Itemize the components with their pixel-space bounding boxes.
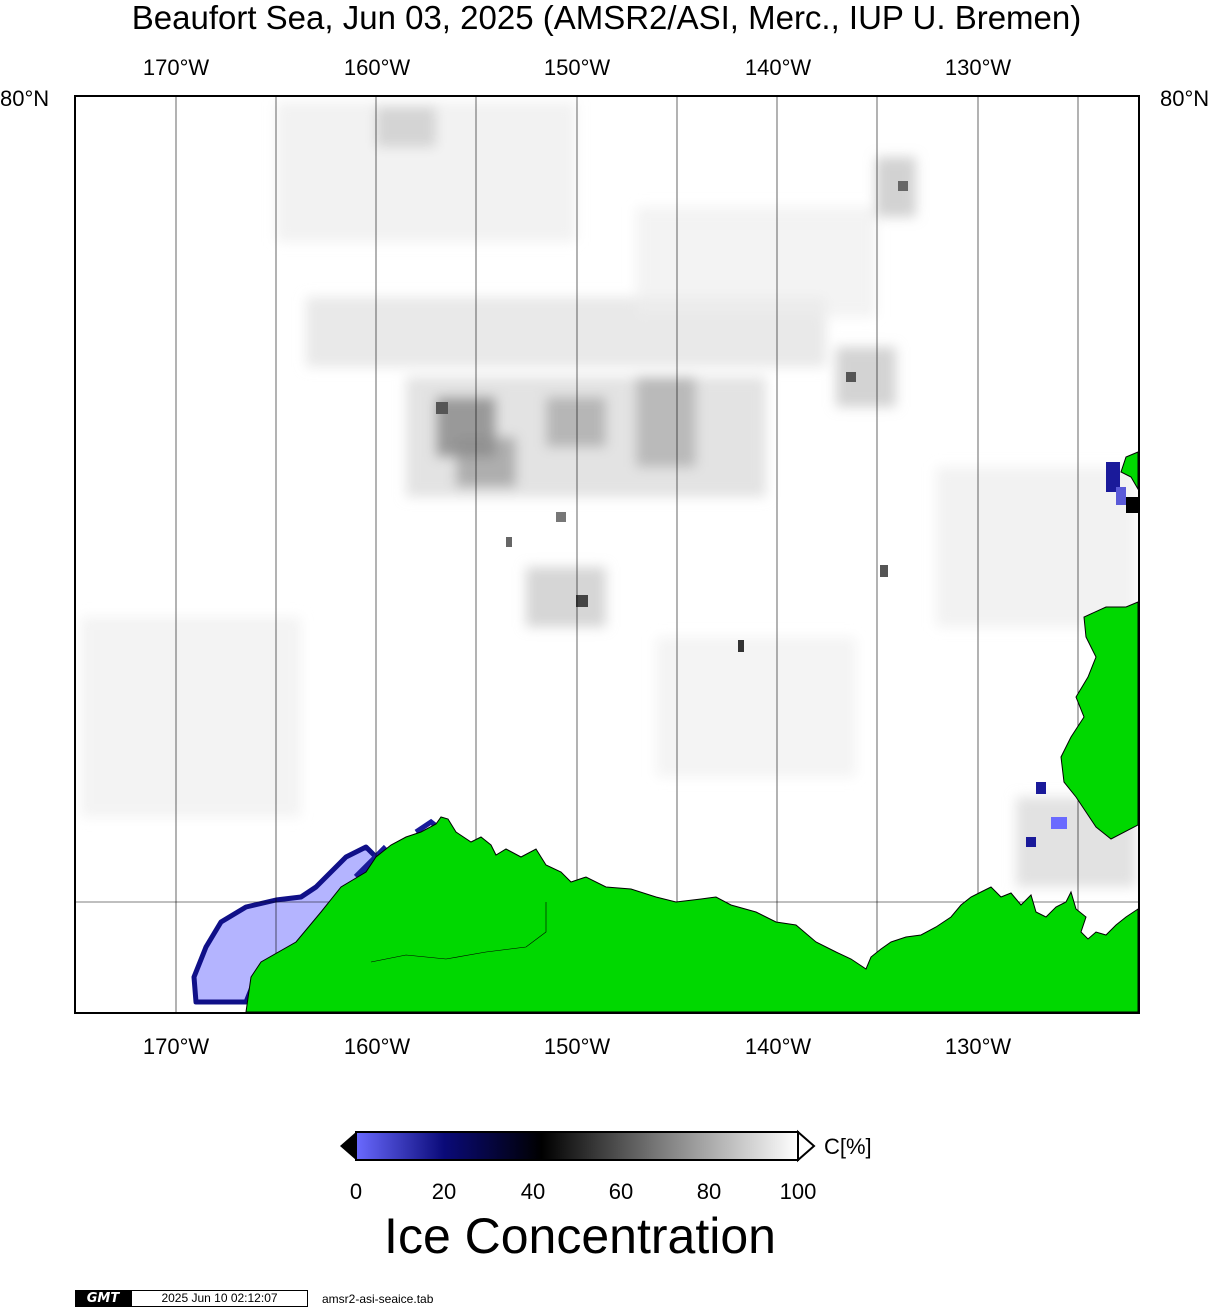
lat-label-right: 80°N: [1160, 86, 1210, 111]
footer-timestamp: 2025 Jun 10 02:12:07: [131, 1290, 308, 1307]
gmt-logo: GMT: [75, 1290, 131, 1307]
colorbar-tick: 20: [431, 1179, 457, 1204]
land: [245, 451, 1138, 1012]
graticule: [76, 97, 1138, 1012]
lon-label-bottom: 150°W: [543, 1034, 611, 1059]
ice-map: [76, 97, 1138, 1012]
colorbar-tick: 60: [608, 1179, 634, 1204]
colorbar-title: Ice Concentration: [384, 1208, 776, 1264]
lon-label-bottom: 140°W: [744, 1034, 812, 1059]
colorbar-tick: 40: [520, 1179, 546, 1204]
colorbar-tick: 80: [696, 1179, 722, 1204]
lon-label-top: 160°W: [343, 55, 411, 80]
colorbar-under-arrow: [340, 1132, 356, 1160]
colorbar-tick: 0: [349, 1179, 363, 1204]
lon-label-top: 150°W: [543, 55, 611, 80]
low-concentration-ice: [191, 462, 1138, 1005]
colorbar: [336, 1128, 856, 1168]
footer-filename: amsr2-asi-seaice.tab: [322, 1292, 434, 1306]
lon-label-top: 130°W: [944, 55, 1012, 80]
land-borders: [370, 902, 547, 963]
ice-specks: [436, 181, 908, 652]
colorbar-over-arrow: [797, 1129, 816, 1163]
ice-texture: [81, 102, 1136, 887]
lon-label-bottom: 170°W: [142, 1034, 210, 1059]
colorbar-gradient: [355, 1131, 799, 1161]
lon-label-bottom: 130°W: [944, 1034, 1012, 1059]
lon-label-top: 170°W: [142, 55, 210, 80]
map-panel[interactable]: [74, 95, 1140, 1014]
lat-label-left: 80°N: [0, 86, 50, 111]
lon-label-top: 140°W: [744, 55, 812, 80]
map-title: Beaufort Sea, Jun 03, 2025 (AMSR2/ASI, M…: [131, 0, 1082, 36]
lon-label-bottom: 160°W: [343, 1034, 411, 1059]
colorbar-tick: 100: [779, 1179, 817, 1204]
colorbar-unit: C[%]: [824, 1134, 872, 1159]
